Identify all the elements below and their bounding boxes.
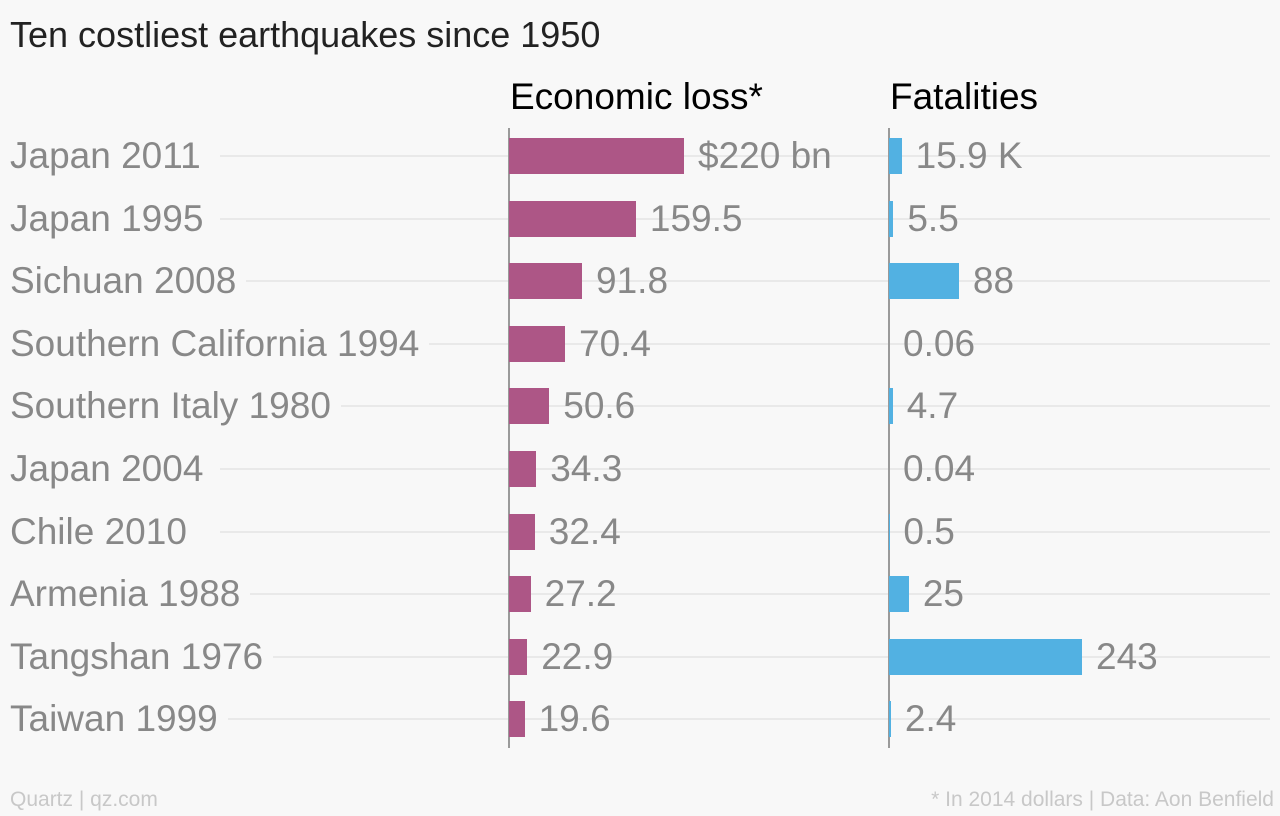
gridline <box>220 655 1270 658</box>
category-label: Southern California 1994 <box>10 323 430 364</box>
category-label: Sichuan 2008 <box>10 261 247 302</box>
economic-loss-value: 27.2 <box>544 573 617 615</box>
fatalities-value: 0.5 <box>903 510 955 552</box>
economic-loss-bar <box>509 701 525 738</box>
gridline <box>220 217 1270 220</box>
gridline <box>220 155 1270 157</box>
fatalities-value: 5.5 <box>907 197 959 239</box>
fatalities-value: 15.9 K <box>915 135 1023 176</box>
category-label: Taiwan 1999 <box>10 699 228 740</box>
economic-loss-value: 159.5 <box>649 197 743 239</box>
category-label: Chile 2010 <box>10 511 197 552</box>
economic-loss-value: 50.6 <box>563 385 636 427</box>
footer-note: * In 2014 dollars | Data: Aon Benfield <box>931 788 1274 811</box>
fatalities-bar <box>889 638 1082 675</box>
fatalities-value: 2.4 <box>904 698 957 740</box>
fatalities-value: 0.04 <box>903 448 976 489</box>
gridline <box>220 593 1270 596</box>
category-label: Southern Italy 1980 <box>10 386 341 427</box>
category-label: Japan 1995 <box>10 198 214 239</box>
economic-loss-value: 22.9 <box>541 635 614 677</box>
economic-loss-bar <box>509 325 565 362</box>
economic-loss-header: Economic loss* <box>510 76 763 117</box>
category-label: Japan 2004 <box>10 449 214 489</box>
economic-loss-value: 34.3 <box>550 448 623 489</box>
economic-loss-value: 91.8 <box>596 260 669 302</box>
footer-source: Quartz | qz.com <box>10 788 158 811</box>
fatalities-bar <box>889 701 891 738</box>
category-label: Armenia 1988 <box>10 574 251 615</box>
economic-loss-bar <box>509 388 550 425</box>
economic-loss-bar <box>509 138 684 174</box>
economic-loss-bar <box>509 451 537 487</box>
fatalities-value: 25 <box>922 573 964 615</box>
fatalities-value: 0.06 <box>903 322 976 364</box>
economic-loss-bar <box>509 513 535 550</box>
category-label: Japan 2011 <box>10 136 211 176</box>
fatalities-axis <box>888 128 890 748</box>
fatalities-bar <box>889 200 894 237</box>
economic-loss-axis <box>508 128 510 748</box>
gridline <box>220 280 1270 283</box>
fatalities-bar <box>889 263 959 300</box>
economic-loss-bar <box>509 576 531 613</box>
fatalities-bar <box>889 576 909 613</box>
gridline <box>220 342 1270 345</box>
gridline <box>220 718 1270 721</box>
gridline <box>220 405 1270 408</box>
economic-loss-bar <box>509 200 636 237</box>
chart-title: Ten costliest earthquakes since 1950 <box>10 14 601 55</box>
fatalities-value: 4.7 <box>906 385 959 427</box>
fatalities-header: Fatalities <box>890 76 1039 117</box>
economic-loss-value: 32.4 <box>548 510 621 552</box>
gridline <box>220 530 1270 533</box>
fatalities-bar <box>889 388 893 425</box>
gridline <box>220 468 1270 470</box>
category-label: Tangshan 1976 <box>10 636 274 677</box>
fatalities-value: 88 <box>972 260 1015 302</box>
economic-loss-value: $220 bn <box>698 135 832 176</box>
economic-loss-value: 19.6 <box>538 698 611 740</box>
economic-loss-bar <box>509 638 528 675</box>
economic-loss-value: 70.4 <box>579 322 652 364</box>
fatalities-bar <box>889 138 902 174</box>
fatalities-value: 243 <box>1096 635 1158 677</box>
economic-loss-bar <box>509 263 583 300</box>
